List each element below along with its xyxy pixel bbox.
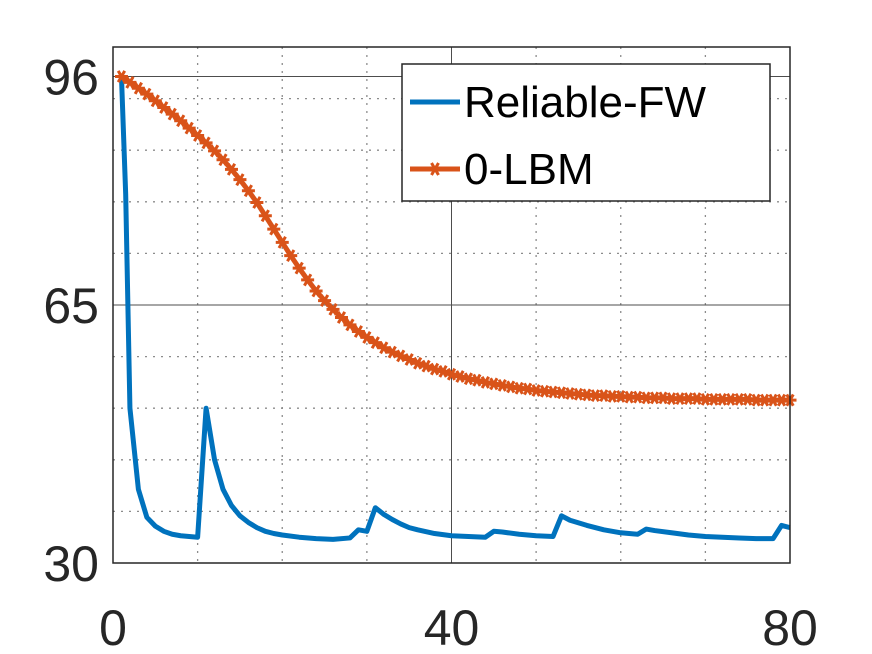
y-tick-label: 65 [43, 278, 99, 334]
point-1-8 [182, 121, 196, 135]
point-1-2 [131, 81, 145, 95]
point-1-7 [174, 114, 188, 128]
point-1-19 [275, 235, 289, 249]
point-1-23 [309, 284, 323, 298]
x-tick-label: 80 [762, 600, 818, 654]
point-1-18 [267, 222, 281, 236]
point-1-13 [224, 162, 238, 176]
legend-marker-1 [428, 162, 442, 176]
legend: Reliable-FW 0-LBM [401, 63, 771, 202]
point-1-40 [453, 370, 467, 383]
series-line-0 [118, 76, 791, 542]
x-tick-labels: 0 40 80 [99, 600, 818, 654]
x-tick-label: 0 [99, 600, 127, 654]
point-1-5 [157, 101, 171, 114]
y-tick-labels: 30 65 96 [43, 49, 99, 592]
point-1-27 [343, 318, 357, 332]
point-1-24 [318, 294, 332, 307]
point-1-12 [216, 153, 230, 167]
point-1-15 [241, 184, 255, 198]
legend-box [401, 63, 771, 202]
point-1-6 [165, 107, 179, 121]
x-tick-label: 40 [424, 600, 480, 654]
point-1-28 [351, 325, 365, 338]
point-1-1 [123, 76, 137, 89]
point-1-3 [140, 87, 154, 101]
point-1-22 [301, 273, 315, 287]
y-tick-label: 30 [43, 536, 99, 592]
point-1-21 [292, 261, 306, 275]
point-1-16 [250, 196, 264, 209]
point-1-37 [428, 362, 442, 376]
point-1-20 [284, 249, 298, 262]
point-1-25 [326, 303, 340, 316]
point-1-42 [470, 373, 484, 387]
y-tick-label: 96 [43, 49, 99, 105]
point-1-9 [191, 129, 205, 142]
point-1-26 [334, 311, 348, 324]
point-1-4 [148, 94, 162, 108]
legend-entry-0: Reliable-FW [464, 78, 707, 127]
point-1-10 [199, 136, 213, 150]
plot-frame [112, 46, 791, 564]
point-1-39 [445, 367, 458, 381]
point-1-0 [114, 70, 128, 83]
point-1-11 [208, 144, 222, 158]
point-1-17 [258, 209, 272, 223]
point-1-14 [233, 173, 247, 187]
legend-entry-1: 0-LBM [464, 145, 594, 194]
